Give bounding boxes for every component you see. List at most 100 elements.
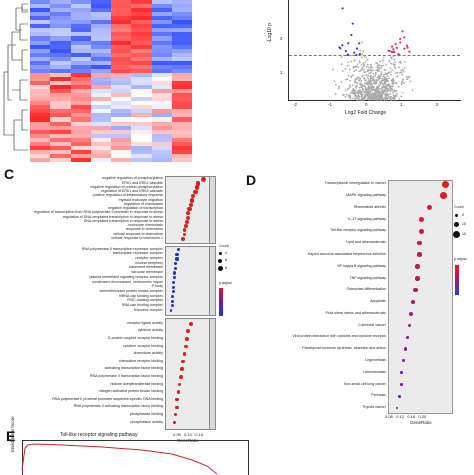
volcano-point xyxy=(400,62,402,64)
d-dot xyxy=(417,240,422,246)
heatmap-cell xyxy=(90,149,112,155)
volcano-point xyxy=(359,91,361,94)
heatmap-cell xyxy=(111,32,132,37)
heatmap-cell xyxy=(70,137,92,143)
volcano-xtick: 0 xyxy=(365,102,368,107)
c-facet-strip xyxy=(209,246,216,316)
heatmap-cell xyxy=(171,113,193,118)
volcano-point xyxy=(374,94,377,97)
heatmap-cell xyxy=(151,145,173,151)
volcano-point xyxy=(394,67,397,69)
volcano-ytick-2: 2 xyxy=(280,36,283,41)
volcano-point xyxy=(356,85,359,88)
panel-c-label: C xyxy=(4,166,15,182)
heatmap-cell xyxy=(171,141,193,147)
volcano-point xyxy=(379,98,381,101)
volcano-point xyxy=(360,79,363,82)
heatmap-cell xyxy=(111,137,132,143)
c-term-label: positive regulation of inflammatory resp… xyxy=(92,193,163,198)
heatmap-cell xyxy=(171,44,193,49)
expression-heatmap xyxy=(30,0,193,163)
volcano-point xyxy=(379,88,381,91)
heatmap-cell xyxy=(70,121,92,126)
volcano-point xyxy=(378,95,380,98)
volcano-point xyxy=(382,75,385,78)
heatmap-cell xyxy=(70,44,92,49)
d-xtick: 0.12 xyxy=(396,414,404,419)
heatmap-cell xyxy=(30,81,51,86)
heatmap-cell xyxy=(50,145,71,151)
volcano-point xyxy=(403,66,406,69)
heatmap-cell xyxy=(151,125,173,130)
heatmap-cell xyxy=(90,133,112,138)
volcano-point xyxy=(405,44,408,47)
c-legend-count-value: 6 xyxy=(225,258,227,262)
volcano-point xyxy=(400,69,403,72)
heatmap-cell xyxy=(50,56,71,62)
heatmap-cell xyxy=(111,60,132,66)
heatmap-cell xyxy=(131,105,152,110)
volcano-point xyxy=(357,95,360,98)
heatmap-cell xyxy=(171,129,193,134)
volcano-point xyxy=(380,80,383,82)
heatmap-cell xyxy=(90,117,112,122)
volcano-point xyxy=(356,99,359,101)
heatmap-cell xyxy=(131,52,152,57)
c-dot xyxy=(169,309,173,312)
volcano-point xyxy=(361,93,364,96)
heatmap-cell xyxy=(111,153,132,159)
volcano-point xyxy=(382,64,385,67)
volcano-point xyxy=(374,75,376,77)
heatmap-cell xyxy=(90,8,112,13)
d-dot xyxy=(397,394,401,398)
heatmap-cell xyxy=(171,24,193,29)
volcano-point xyxy=(355,53,358,56)
heatmap-cell xyxy=(30,153,51,159)
volcano-point xyxy=(358,42,361,45)
heatmap-cell xyxy=(50,24,71,29)
heatmap-cell xyxy=(131,48,152,53)
c-dot xyxy=(182,352,187,356)
volcano-point xyxy=(358,86,361,89)
heatmap-cell xyxy=(90,44,112,49)
volcano-point xyxy=(347,87,350,90)
heatmap-cell xyxy=(131,109,152,114)
heatmap-cell xyxy=(50,28,71,33)
heatmap-cell xyxy=(30,48,51,53)
heatmap-cell xyxy=(131,64,152,70)
d-legend-count-value: 10 xyxy=(462,222,466,226)
heatmap-cell xyxy=(50,137,71,143)
volcano-points xyxy=(332,7,414,101)
volcano-point xyxy=(401,68,404,71)
volcano-point xyxy=(338,85,341,88)
heatmap-cell xyxy=(50,48,71,53)
heatmap-cell xyxy=(90,113,112,118)
heatmap-cell xyxy=(90,85,112,90)
d-term-label: Apoptosis xyxy=(370,299,386,304)
volcano-point xyxy=(397,66,400,69)
volcano-point xyxy=(402,70,405,73)
c-term-label: G-protein coupled receptor binding xyxy=(107,336,163,341)
heatmap-cell xyxy=(90,12,112,17)
d-legend-p-title: p.adjust xyxy=(454,257,467,261)
heatmap-cell xyxy=(90,141,112,147)
volcano-point xyxy=(353,95,356,97)
heatmap-cell xyxy=(50,157,71,163)
heatmap-cell xyxy=(90,81,112,86)
volcano-point xyxy=(388,77,390,80)
heatmap-cell xyxy=(70,64,92,70)
volcano-point xyxy=(391,85,394,88)
volcano-point xyxy=(359,98,362,101)
c-facet-strip xyxy=(209,318,216,430)
heatmap-cell xyxy=(50,121,71,126)
heatmap-cell xyxy=(131,72,152,78)
c-dot xyxy=(174,262,178,266)
heatmap-cell xyxy=(30,32,51,37)
d-legend-count-title: Count xyxy=(454,205,464,209)
heatmap-cell xyxy=(30,121,51,126)
heatmap-cell xyxy=(50,89,71,94)
volcano-point xyxy=(364,60,367,63)
volcano-point xyxy=(393,58,396,61)
volcano-point xyxy=(376,62,379,65)
volcano-point xyxy=(378,91,381,94)
